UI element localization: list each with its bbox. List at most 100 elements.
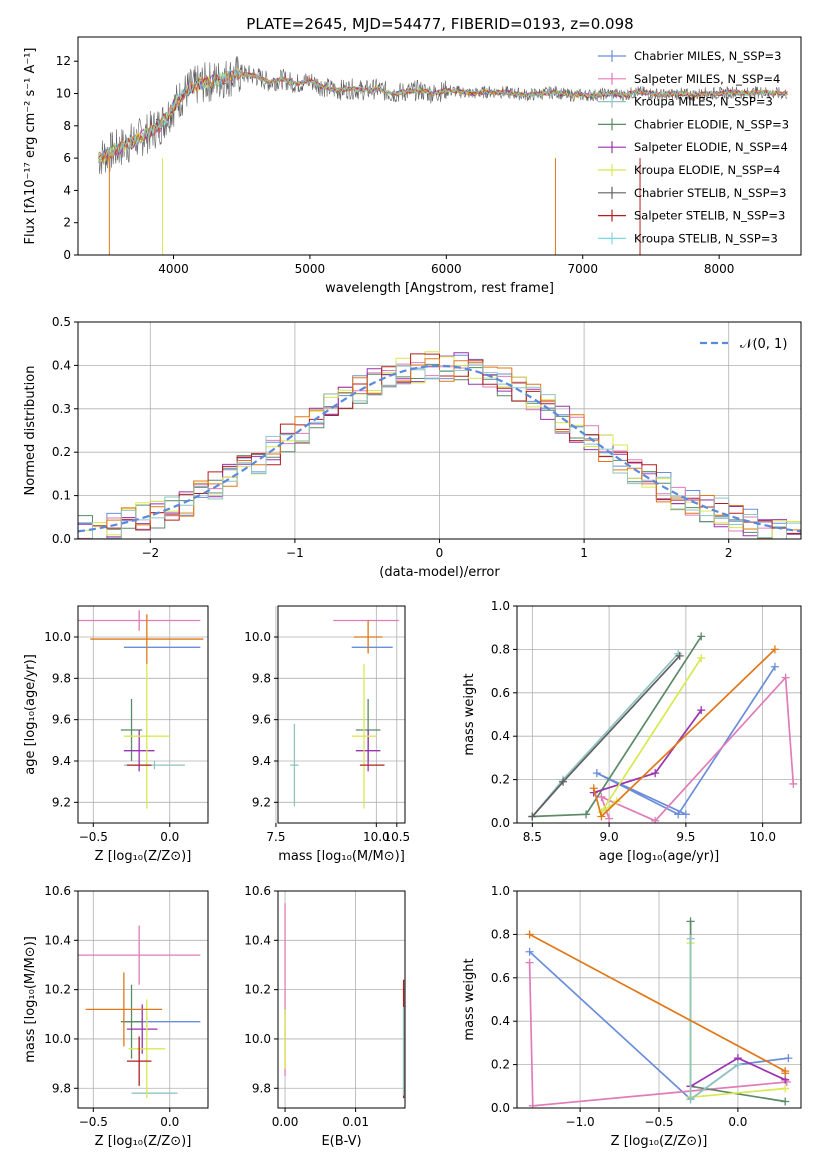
legend-label: Chabrier MILES, N_SSP=3 <box>634 49 781 63</box>
series-marker <box>784 1054 793 1063</box>
series-marker <box>697 654 706 663</box>
x-tick-label: 2 <box>725 546 733 560</box>
y-tick-label: 0.4 <box>52 358 71 372</box>
x-tick-label: 0.01 <box>342 1115 369 1129</box>
y-tick-label: 9.8 <box>252 1081 271 1095</box>
y-tick-label: 8 <box>63 119 71 133</box>
errorbar-point <box>123 663 170 809</box>
plot-area <box>78 610 204 809</box>
x-tick-label: 0.00 <box>272 1115 299 1129</box>
y-tick-label: 9.6 <box>52 713 71 727</box>
y-tick-label: 0.0 <box>491 816 510 830</box>
model-line <box>98 69 788 164</box>
histogram-step <box>78 363 801 539</box>
panel-mass_vs_Z: −0.5 0.0 9.8 10.0 10.2 10.4 10.6 Z [log₁₀(Z/Z⊙)… <box>23 884 209 1149</box>
axes-frame <box>277 605 406 824</box>
errorbar-point <box>355 730 381 772</box>
errorbar-point <box>78 610 201 631</box>
series-marker <box>770 662 779 671</box>
x-axis-label: (data-model)/error <box>379 565 500 580</box>
y-tick-label: 0.6 <box>491 686 510 700</box>
y-tick-label: 1.0 <box>491 884 510 898</box>
y-tick-label: 2 <box>63 216 71 230</box>
errorbar-point <box>123 730 155 772</box>
legend-label: Salpeter ELODIE, N_SSP=4 <box>634 140 788 154</box>
y-tick-label: 0.2 <box>491 1058 510 1072</box>
y-axis-label: Flux [fλ10⁻¹⁷ erg cm⁻² s⁻¹ A⁻¹] <box>23 48 38 245</box>
series-marker <box>582 810 591 819</box>
errorbar-point <box>353 620 383 654</box>
y-tick-label: 0.2 <box>491 773 510 787</box>
y-tick-label: 1.0 <box>491 599 510 613</box>
plot-area <box>98 56 788 255</box>
y-tick-label: 0.5 <box>52 315 71 329</box>
y-tick-label: 0.0 <box>52 532 71 546</box>
axes-frame <box>77 890 209 1109</box>
series-marker <box>651 816 660 823</box>
y-tick-label: 9.4 <box>52 754 71 768</box>
x-tick-label: 7.5 <box>266 830 285 844</box>
panel-mass_vs_EBV: 0.00 0.01 9.8 10.0 10.2 10.4 10.6 E(B-V) <box>244 884 406 1149</box>
x-axis-label: age [log₁₀(age/yr)] <box>599 849 720 864</box>
x-axis-label: mass [log₁₀(M/M⊙)] <box>278 849 405 864</box>
x-axis-label: Z [log₁₀(Z/Z⊙)] <box>95 1134 192 1149</box>
y-tick-label: 0 <box>63 248 71 262</box>
y-tick-label: 6 <box>63 151 71 165</box>
x-tick-label: 0.0 <box>160 1115 179 1129</box>
y-tick-label: 0.6 <box>491 971 510 985</box>
series-marker <box>559 777 568 786</box>
x-tick-label: 10.0 <box>749 830 776 844</box>
y-tick-label: 10.6 <box>44 884 71 898</box>
series-marker <box>789 779 798 788</box>
series-marker <box>674 810 683 819</box>
axes-frame <box>277 890 406 1109</box>
y-tick-label: 10.4 <box>44 933 71 947</box>
y-tick-label: 0.8 <box>491 642 510 656</box>
legend-label: Kroupa STELIB, N_SSP=3 <box>634 231 778 245</box>
y-tick-label: 0.8 <box>491 927 510 941</box>
errorbar-point <box>351 663 377 809</box>
series-marker <box>781 1084 790 1093</box>
panel-age_vs_Z: −0.5 0.0 9.2 9.4 9.6 9.8 10.0 Z [log₁₀(Z/Z⊙)] ag… <box>23 605 209 864</box>
series-marker <box>592 769 601 778</box>
x-tick-label: −1.0 <box>566 1115 595 1129</box>
series-marker <box>597 812 606 821</box>
plot-area <box>78 351 801 539</box>
y-tick-label: 9.2 <box>252 795 271 809</box>
series-marker <box>528 812 537 821</box>
y-tick-label: 10.0 <box>44 630 71 644</box>
x-tick-label: 6000 <box>431 262 462 276</box>
panel-massweight_vs_Z: −1.0 −0.5 0.0 0.0 0.2 0.4 0.6 0.8 1.0 Z [log₁₀(Z/… <box>462 884 802 1149</box>
legend-label: Chabrier ELODIE, N_SSP=3 <box>634 117 789 131</box>
y-tick-label: 4 <box>63 183 71 197</box>
plot-area <box>284 903 405 1099</box>
legend-label: Salpeter STELIB, N_SSP=3 <box>634 209 785 223</box>
errorbar-point <box>290 723 299 807</box>
errorbar-point <box>78 925 201 985</box>
series-marker <box>597 792 606 801</box>
series-marker <box>681 810 690 819</box>
series-marker <box>525 958 534 967</box>
y-tick-label: 0.1 <box>52 489 71 503</box>
figure-title: PLATE=2645, MJD=54477, FIBERID=0193, z=0… <box>246 15 633 33</box>
legend-label: Salpeter MILES, N_SSP=4 <box>634 72 780 86</box>
y-tick-label: 9.8 <box>52 1081 71 1095</box>
series-line <box>596 666 776 816</box>
errorbar-point <box>126 1036 152 1086</box>
series-marker <box>781 1097 790 1106</box>
legend-normal-label: 𝒩(0, 1) <box>740 337 787 352</box>
series-marker <box>686 917 695 926</box>
x-tick-label: 10.0 <box>363 830 390 844</box>
series-marker <box>605 814 614 823</box>
axes-frame <box>77 605 209 824</box>
x-axis-label: Z [log₁₀(Z/Z⊙)] <box>611 1134 708 1149</box>
errorbar-point <box>126 1004 158 1054</box>
plot-area <box>525 917 793 1108</box>
y-tick-label: 12 <box>56 54 71 68</box>
series-marker <box>589 784 598 793</box>
x-tick-label: 9.0 <box>600 830 619 844</box>
y-tick-label: 10.0 <box>44 1032 71 1046</box>
series-marker <box>781 1069 790 1078</box>
